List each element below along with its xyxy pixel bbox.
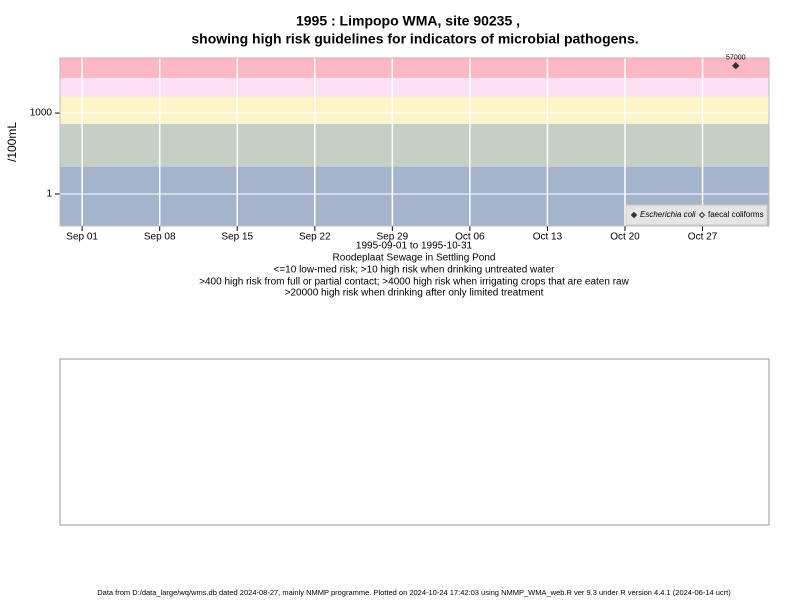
data-point bbox=[732, 61, 740, 70]
note: >20000 high risk when drinking after onl… bbox=[285, 288, 544, 299]
x-tick-label: Oct 27 bbox=[688, 232, 718, 243]
x-tick-label: Sep 29 bbox=[376, 232, 408, 243]
site-label: Roodeplaat Sewage in Settling Pond bbox=[333, 253, 496, 264]
empty-panel bbox=[59, 358, 770, 526]
risk-band bbox=[60, 77, 769, 97]
x-range-label: 1995-09-01 to 1995-10-31 bbox=[356, 241, 473, 252]
x-tick-label: Sep 22 bbox=[299, 232, 331, 243]
legend-marker bbox=[698, 211, 706, 219]
chart-subtitle: showing high risk guidelines for indicat… bbox=[191, 31, 638, 47]
chart-title: 1995 : Limpopo WMA, site 90235 , bbox=[296, 13, 520, 29]
legend-label: Escherichia coli bbox=[640, 210, 696, 219]
x-tick-label: Sep 15 bbox=[221, 232, 253, 243]
risk-band bbox=[60, 96, 769, 124]
x-tick-label: Sep 08 bbox=[144, 232, 176, 243]
footer: Data from D:/data_large/wq/wms.db dated … bbox=[97, 588, 731, 597]
note: <=10 low-med risk; >10 high risk when dr… bbox=[274, 265, 556, 276]
plot-frame bbox=[59, 57, 770, 227]
x-tick-label: Oct 20 bbox=[610, 232, 640, 243]
x-tick-label: Oct 13 bbox=[533, 232, 563, 243]
y-axis-label: /100mL bbox=[5, 122, 19, 162]
y-tick-label: 1000 bbox=[30, 108, 53, 119]
legend-label: faecal coliforms bbox=[708, 210, 764, 219]
risk-band bbox=[60, 58, 769, 78]
x-tick-label: Oct 06 bbox=[455, 232, 485, 243]
x-tick-label: Sep 01 bbox=[66, 232, 98, 243]
risk-band bbox=[60, 123, 769, 168]
note: >400 high risk from full or partial cont… bbox=[199, 277, 629, 288]
data-label: 57000 bbox=[726, 55, 746, 62]
legend-marker bbox=[630, 211, 638, 219]
y-tick-label: 1 bbox=[46, 189, 52, 200]
legend-box bbox=[625, 204, 768, 226]
